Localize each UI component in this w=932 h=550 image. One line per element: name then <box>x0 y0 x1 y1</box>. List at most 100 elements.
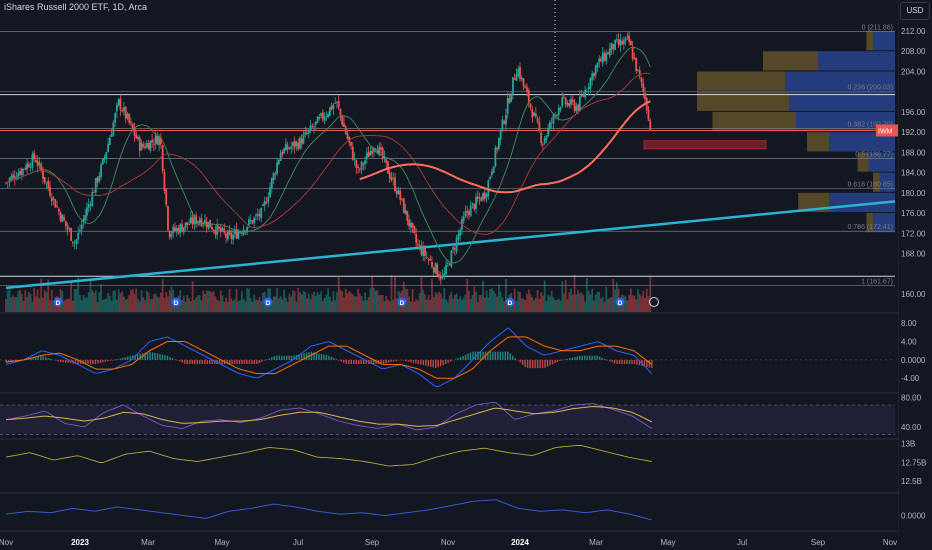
macd-histogram-bar <box>452 359 454 361</box>
macd-histogram-bar <box>494 351 497 360</box>
volume-bar <box>38 298 41 312</box>
volume-bar <box>126 298 129 312</box>
volume-bar <box>149 299 152 312</box>
volume-bar <box>578 293 581 312</box>
price-candle-body <box>108 137 111 146</box>
price-candle-body <box>91 192 94 206</box>
price-candle-body <box>79 230 81 232</box>
macd-histogram-bar <box>149 351 151 360</box>
macd-histogram-bar <box>238 359 241 365</box>
macd-histogram-bar <box>325 355 328 360</box>
macd-histogram-bar <box>469 352 472 360</box>
dividend-marker <box>615 297 625 307</box>
macd-histogram-bar <box>340 359 343 362</box>
price-candle-body <box>365 152 368 159</box>
price-candle-body <box>420 245 423 255</box>
price-candle-body <box>612 44 615 50</box>
macd-histogram-bar <box>596 355 598 360</box>
volume-bar <box>519 291 521 312</box>
macd-histogram-bar <box>479 351 482 360</box>
volume-bar <box>527 289 530 312</box>
price-candle-body <box>561 97 564 107</box>
volume-bar <box>209 291 212 312</box>
price-candle-body <box>140 143 143 151</box>
price-candle-body <box>534 113 537 117</box>
volume-bar <box>429 300 432 312</box>
volume-bar <box>147 292 150 312</box>
macd-histogram-bar <box>218 359 221 365</box>
price-candle-body <box>75 239 78 244</box>
volume-bar <box>350 292 352 312</box>
volume-bar <box>564 279 567 312</box>
price-candle-body <box>191 217 194 225</box>
price-candle-body <box>325 115 328 118</box>
volume-bar <box>223 301 226 312</box>
volume-bar <box>552 297 555 312</box>
macd-histogram-bar <box>251 359 253 365</box>
macd-histogram-bar <box>601 357 603 360</box>
macd-histogram-bar <box>114 359 116 361</box>
dividend-marker-label: D <box>56 300 61 307</box>
price-candle-body <box>401 198 403 200</box>
price-candle-body <box>619 39 622 46</box>
macd-histogram-bar <box>30 358 32 360</box>
price-candle-body <box>406 210 409 221</box>
macd-histogram-bar <box>7 359 10 362</box>
macd-histogram-bar <box>613 359 616 364</box>
volume-bar <box>12 295 14 312</box>
macd-histogram-bar <box>156 353 159 360</box>
volume-bar <box>497 284 500 312</box>
price-candle-body <box>142 144 145 147</box>
currency-button[interactable]: USD <box>900 2 930 20</box>
volume-bar <box>13 297 16 312</box>
volume-bar <box>506 299 509 312</box>
price-candle-body <box>218 226 220 229</box>
volume-bar <box>284 297 287 312</box>
volume-bar <box>334 300 337 312</box>
price-candle-body <box>556 114 558 116</box>
price-candle-body <box>529 103 532 108</box>
volume-bar <box>453 294 456 312</box>
rsi-tick-label: 40.00 <box>901 423 922 432</box>
macd-histogram-bar <box>32 357 35 360</box>
price-candle-body <box>209 219 212 228</box>
macd-histogram-bar <box>276 355 278 360</box>
price-candle-body <box>232 234 234 240</box>
volume-bar <box>288 293 291 312</box>
volume-bar <box>355 296 358 312</box>
volume-bar <box>369 288 372 312</box>
macd-histogram-bar <box>526 359 529 369</box>
volume-bar <box>193 299 196 312</box>
volume-bar <box>82 294 85 312</box>
volume-profile-down-bar <box>763 51 818 71</box>
fib-level-label: 0.786 (172.41) <box>847 224 893 231</box>
volume-bar <box>89 279 92 312</box>
time-tick-label: 2023 <box>71 538 89 547</box>
macd-histogram-bar <box>77 359 79 365</box>
volume-bar <box>409 301 412 312</box>
dividend-marker-label: D <box>174 300 179 307</box>
price-candle-body <box>126 114 129 119</box>
macd-histogram-bar <box>350 359 352 365</box>
price-candle-body <box>64 220 67 226</box>
price-candle-body <box>198 219 201 223</box>
volume-bar <box>103 299 106 312</box>
price-candle-body <box>336 101 338 103</box>
macd-histogram-bar <box>131 355 134 360</box>
price-candle-body <box>418 245 421 246</box>
price-candle-body <box>96 177 99 183</box>
macd-histogram-bar <box>129 356 131 360</box>
price-candle-body <box>508 98 511 103</box>
volume-bar <box>276 288 278 312</box>
price-tick-label: 160.00 <box>901 290 926 299</box>
price-candle-body <box>438 274 440 278</box>
macd-histogram-bar <box>102 359 104 363</box>
volume-bar <box>300 294 303 312</box>
volume-bar <box>566 299 569 312</box>
macd-histogram-bar <box>40 356 42 360</box>
price-candle-body <box>496 147 499 150</box>
price-candle-body <box>644 93 646 99</box>
price-candle-body <box>219 227 222 233</box>
